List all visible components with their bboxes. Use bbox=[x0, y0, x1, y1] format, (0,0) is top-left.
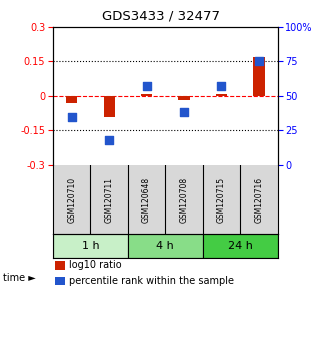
Text: GSM120648: GSM120648 bbox=[142, 177, 151, 223]
Text: time ►: time ► bbox=[3, 273, 36, 283]
Point bbox=[144, 83, 149, 89]
Bar bbox=[66, 96, 77, 103]
Bar bbox=[141, 93, 152, 96]
Point bbox=[181, 110, 187, 115]
Text: GDS3433 / 32477: GDS3433 / 32477 bbox=[101, 10, 220, 23]
Point bbox=[256, 58, 262, 64]
Bar bbox=[53, 234, 128, 258]
Bar bbox=[253, 57, 265, 96]
Bar bbox=[203, 234, 278, 258]
Text: 24 h: 24 h bbox=[228, 241, 253, 251]
Text: GSM120710: GSM120710 bbox=[67, 177, 76, 223]
Text: GSM120716: GSM120716 bbox=[255, 177, 264, 223]
Bar bbox=[216, 93, 227, 96]
Bar bbox=[55, 277, 65, 285]
Bar bbox=[55, 261, 65, 269]
Point bbox=[69, 114, 74, 119]
Bar bbox=[128, 234, 203, 258]
Text: GSM120711: GSM120711 bbox=[105, 177, 114, 223]
Text: log10 ratio: log10 ratio bbox=[69, 261, 121, 270]
Text: 4 h: 4 h bbox=[156, 241, 174, 251]
Bar bbox=[178, 96, 190, 101]
Bar bbox=[103, 96, 115, 116]
Point bbox=[107, 137, 112, 143]
Text: percentile rank within the sample: percentile rank within the sample bbox=[69, 276, 234, 286]
Text: 1 h: 1 h bbox=[82, 241, 99, 251]
Point bbox=[219, 83, 224, 89]
Text: GSM120708: GSM120708 bbox=[179, 177, 188, 223]
Text: GSM120715: GSM120715 bbox=[217, 177, 226, 223]
